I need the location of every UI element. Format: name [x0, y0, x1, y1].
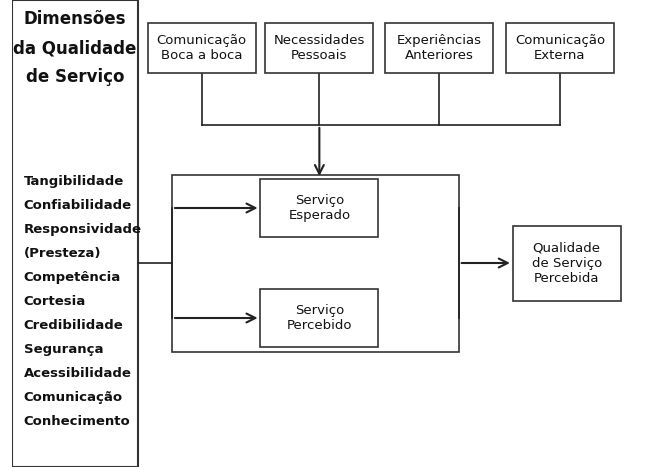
Text: Necessidades
Pessoais: Necessidades Pessoais	[274, 34, 365, 62]
Bar	[385, 23, 493, 73]
Text: Competência: Competência	[24, 271, 121, 284]
Text: Acessibilidade: Acessibilidade	[24, 367, 132, 380]
Text: Qualidade
de Serviço
Percebida: Qualidade de Serviço Percebida	[531, 241, 602, 284]
Bar	[265, 23, 374, 73]
Bar	[261, 179, 378, 237]
Bar	[513, 226, 621, 300]
Text: Comunicação: Comunicação	[24, 391, 123, 404]
Text: (Presteza): (Presteza)	[24, 247, 102, 260]
Text: Segurança: Segurança	[24, 343, 104, 356]
Text: Conhecimento: Conhecimento	[24, 415, 131, 428]
Bar	[506, 23, 614, 73]
Text: Responsividade: Responsividade	[24, 223, 142, 236]
Text: Serviço
Esperado: Serviço Esperado	[288, 194, 350, 222]
Bar	[261, 289, 378, 347]
Text: Comunicação
Boca a boca: Comunicação Boca a boca	[156, 34, 247, 62]
Text: Comunicação
Externa: Comunicação Externa	[515, 34, 605, 62]
Text: Experiências
Anteriores: Experiências Anteriores	[397, 34, 482, 62]
Text: Credibilidade: Credibilidade	[24, 319, 123, 332]
Text: Dimensões
da Qualidade
de Serviço: Dimensões da Qualidade de Serviço	[13, 10, 137, 86]
Text: Serviço
Percebido: Serviço Percebido	[286, 304, 352, 332]
Bar	[12, 0, 138, 467]
Text: Cortesia: Cortesia	[24, 295, 86, 308]
Bar	[148, 23, 255, 73]
Text: Confiabilidade: Confiabilidade	[24, 199, 132, 212]
Text: Tangibilidade: Tangibilidade	[24, 175, 124, 188]
Bar	[172, 175, 459, 352]
